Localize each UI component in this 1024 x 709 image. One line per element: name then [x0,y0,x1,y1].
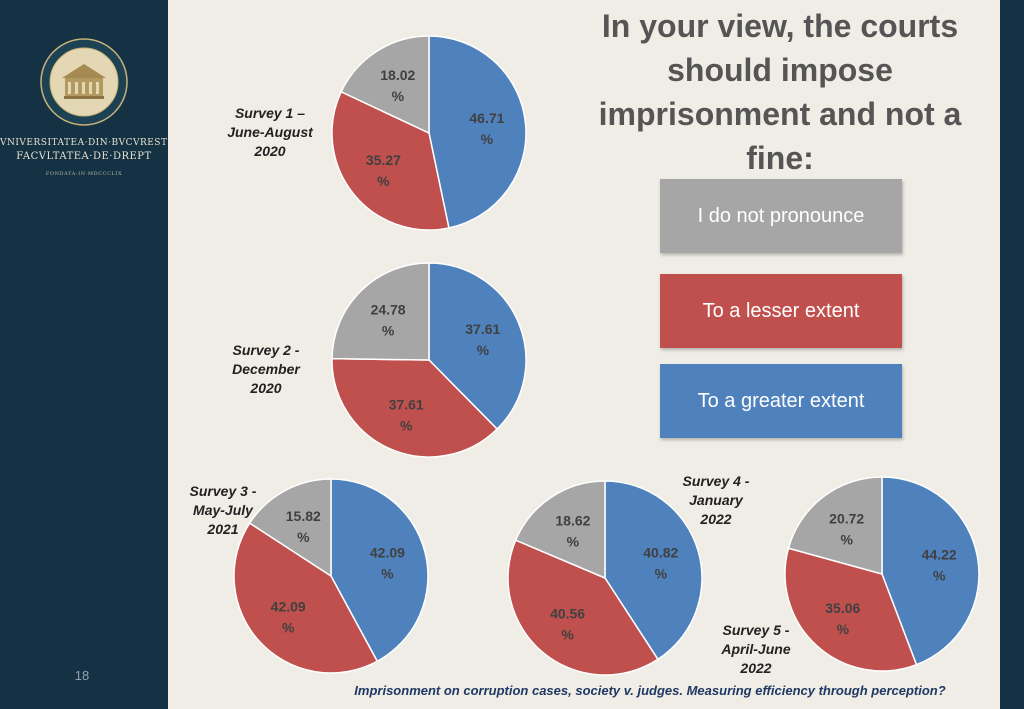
pie-3-slice-i-do-not-pronounce [248,478,332,578]
pie-1-slice-to-a-greater-extent [428,35,527,229]
survey-5-label: Survey 5 - April-June 2022 [721,622,791,676]
survey-4-label: Survey 4 - January 2022 [682,473,750,527]
faculty-name: FACVLTATEA·DE·DREPT [16,151,152,162]
pie-4-label-to-a-greater-extent: 40.82% [643,544,678,581]
survey-1-label: Survey 1 – June-August 2020 [227,105,313,159]
pie-1-slice-to-a-lesser-extent [331,90,450,231]
pie-3-slice-to-a-greater-extent [330,478,429,663]
pie-1-label-to-a-lesser-extent: 35.27% [366,152,401,189]
pie-5-label-to-a-lesser-extent: 35.06% [825,600,860,637]
pie-4-label-to-a-lesser-extent: 40.56% [550,606,585,643]
legend-lesser-extent: To a lesser extent [660,274,902,348]
page-number: 18 [74,668,90,683]
survey-2-label: Survey 2 - December 2020 [232,342,300,396]
pie-5-label-to-a-greater-extent: 44.22% [922,547,957,584]
pie-3-label-i-do-not-pronounce: 15.82% [286,508,321,545]
survey-3-label: Survey 3 - May-July 2021 [189,483,257,537]
pie-2-label-to-a-lesser-extent: 37.61% [389,397,424,434]
pie-3-label-to-a-lesser-extent: 42.09% [271,599,306,636]
right-border [1000,0,1024,709]
pie-5-slice-to-a-lesser-extent [784,547,918,672]
pie-2-label-to-a-greater-extent: 37.61% [465,321,500,358]
pie-2-slice-i-do-not-pronounce [331,262,430,361]
pie-4-slice-i-do-not-pronounce [514,480,606,580]
pie-5-slice-i-do-not-pronounce [787,476,883,575]
pie-1-slice-i-do-not-pronounce [340,35,430,135]
slide-title: In your view, the courts should impose i… [598,8,962,176]
sidebar: VNIVERSITATEA·DIN·BVCVRESTI FACVLTATEA·D… [0,0,172,709]
pie-3-slice-to-a-lesser-extent [233,522,379,674]
pie-2-slice-to-a-lesser-extent [331,357,499,458]
pie-5-label-i-do-not-pronounce: 20.72% [829,511,864,548]
legend-not-pronounce: I do not pronounce [660,179,902,253]
founded-text: FONDATA·IN·MDCCCLIX [45,171,123,177]
pie-2-slice-to-a-greater-extent [428,262,527,431]
pie-3-label-to-a-greater-extent: 42.09% [370,545,405,582]
legend-greater-extent: To a greater extent [660,364,902,438]
pie-4-slice-to-a-lesser-extent [507,539,659,676]
pie-4-label-i-do-not-pronounce: 18.62% [555,513,590,550]
faculty-seal-logo [40,38,128,126]
university-name: VNIVERSITATEA·DIN·BVCVRESTI [0,138,172,148]
pie-1-label-i-do-not-pronounce: 18.02% [380,67,415,104]
pie-1-label-to-a-greater-extent: 46.71% [469,110,504,147]
pie-2-label-i-do-not-pronounce: 24.78% [371,302,406,339]
pie-5-slice-to-a-greater-extent [881,476,980,666]
footer-caption: Imprisonment on corruption cases, societ… [354,683,946,698]
